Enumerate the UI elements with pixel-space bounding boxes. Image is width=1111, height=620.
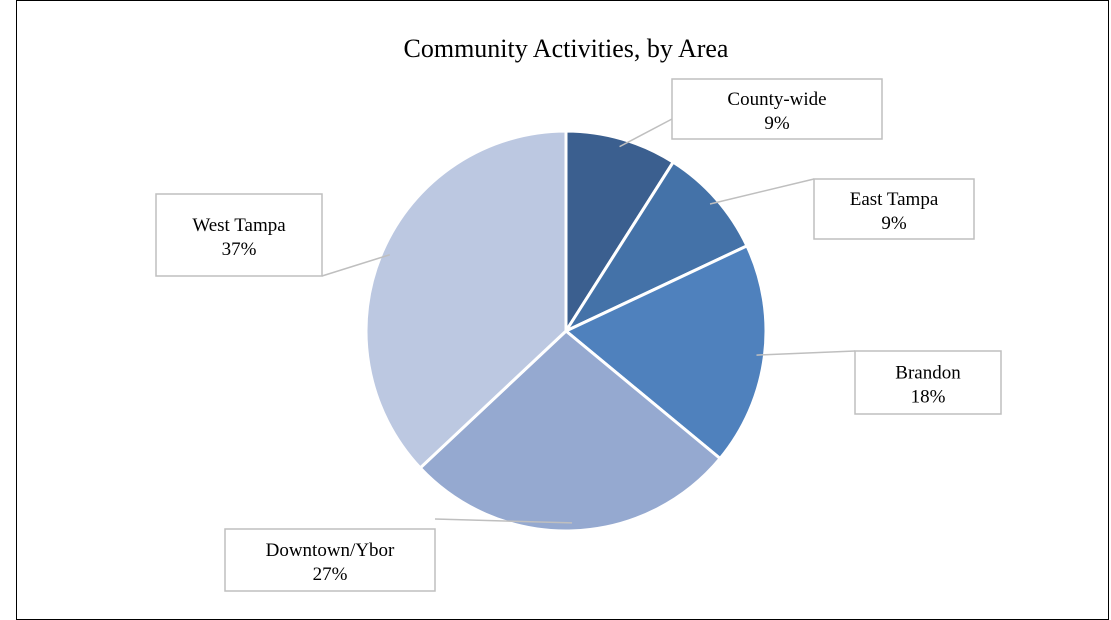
leader-line-brandon bbox=[756, 350, 856, 356]
data-label-box-brandon bbox=[854, 350, 1002, 415]
pie-slice-west-tampa bbox=[364, 129, 568, 470]
data-label-value-county-wide: 9% bbox=[764, 113, 790, 134]
leader-line-east-tampa bbox=[709, 178, 815, 205]
data-labels-layer: County-wide 9% East Tampa 9% Brandon 18% Downt… bbox=[155, 78, 1002, 592]
leader-line-downtown-ybor bbox=[434, 518, 573, 524]
slices-layer bbox=[364, 129, 768, 533]
pie-slice-downtown-ybor bbox=[418, 329, 722, 533]
leader-lines-layer bbox=[321, 118, 856, 524]
data-label-name-east-tampa: East Tampa bbox=[850, 189, 939, 210]
data-label-name-brandon: Brandon bbox=[895, 363, 961, 384]
data-label-name-downtown-ybor: Downtown/Ybor bbox=[266, 540, 395, 561]
pie-slice-county-wide bbox=[564, 129, 675, 333]
chart-frame: Community Activities, by Area County-wid… bbox=[16, 0, 1109, 620]
pie-slice-brandon bbox=[564, 244, 768, 460]
data-label-box-county-wide bbox=[671, 78, 883, 140]
data-label-value-west-tampa: 37% bbox=[222, 239, 257, 260]
leader-line-west-tampa bbox=[321, 254, 391, 277]
chart-title: Community Activities, by Area bbox=[404, 34, 729, 63]
data-label-value-brandon: 18% bbox=[911, 387, 946, 408]
pie-chart: Community Activities, by Area County-wid… bbox=[155, 34, 1002, 592]
data-label-box-west-tampa bbox=[155, 193, 323, 277]
pie-slice-east-tampa bbox=[564, 160, 749, 333]
data-label-name-west-tampa: West Tampa bbox=[192, 215, 286, 236]
data-label-value-downtown-ybor: 27% bbox=[313, 564, 348, 585]
data-label-value-east-tampa: 9% bbox=[881, 213, 907, 234]
data-label-box-east-tampa bbox=[813, 178, 975, 240]
data-label-name-county-wide: County-wide bbox=[727, 89, 826, 110]
data-label-box-downtown-ybor bbox=[224, 528, 436, 592]
leader-line-county-wide bbox=[619, 118, 673, 148]
